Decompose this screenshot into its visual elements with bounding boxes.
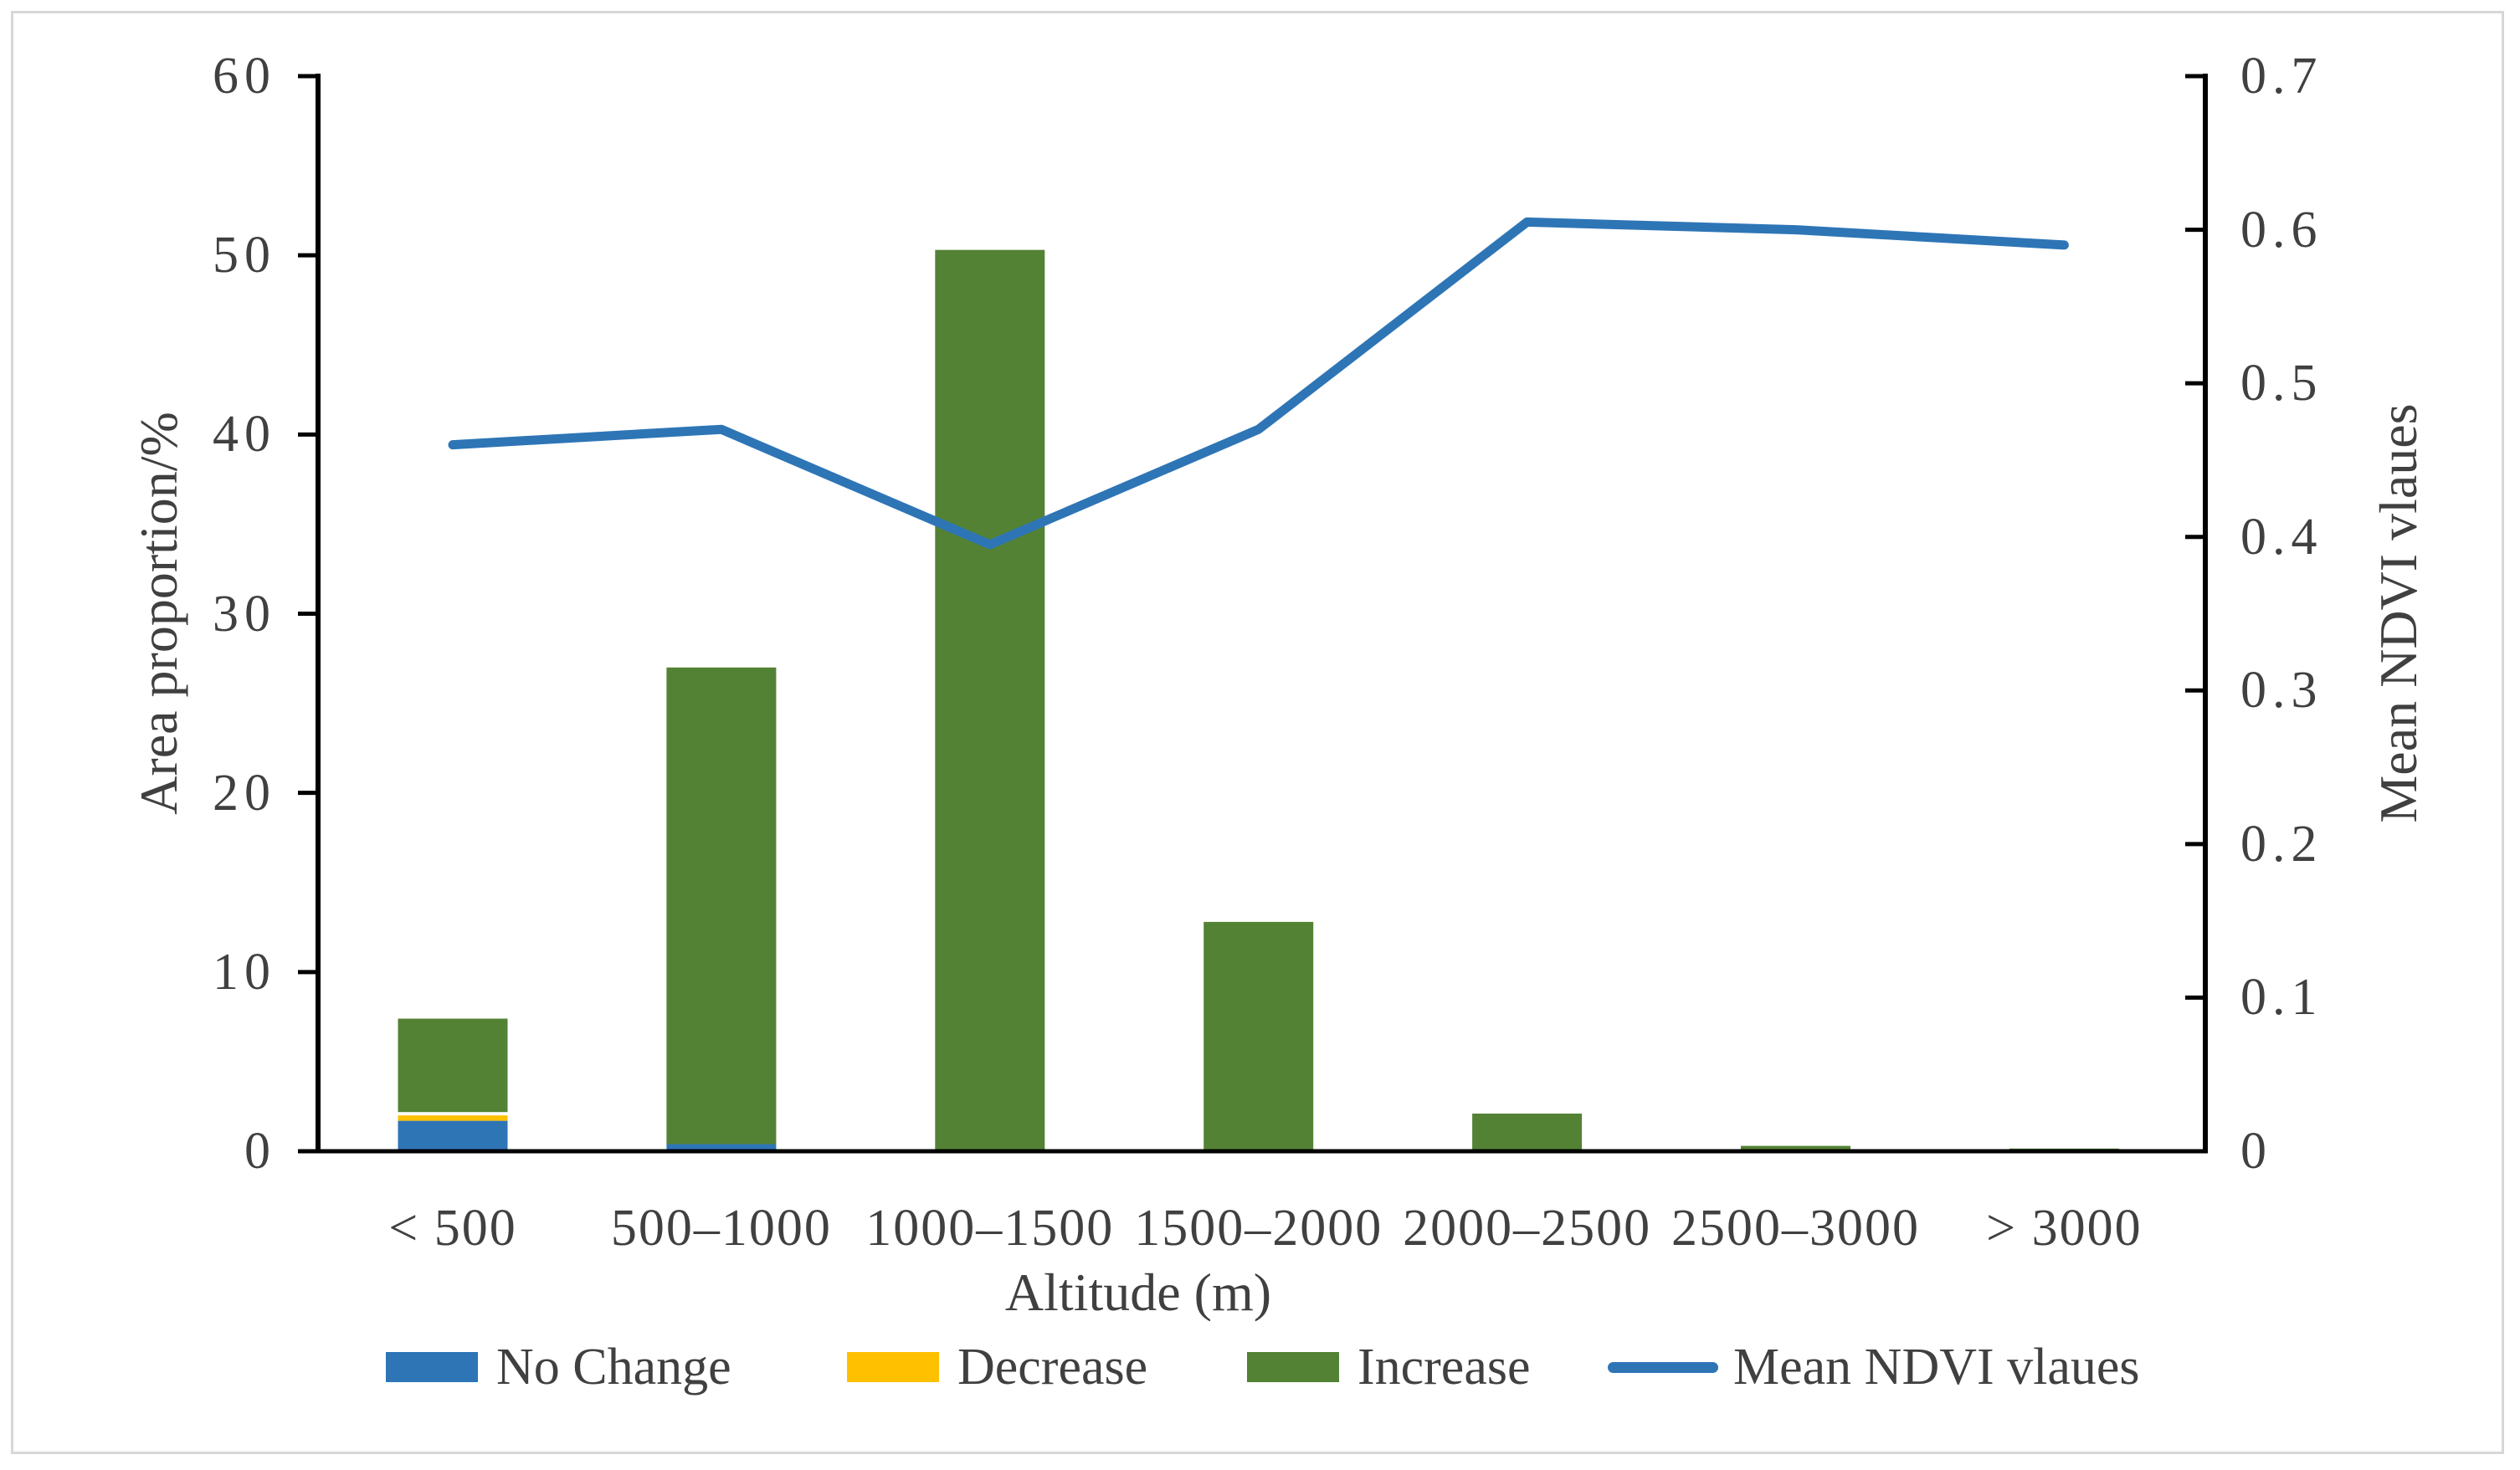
legend-color-swatch [1247, 1352, 1339, 1382]
bar-segment-increase [1204, 921, 1314, 1151]
legend-label: Decrease [957, 1339, 1148, 1396]
legend-item-decrease: Decrease [847, 1337, 1147, 1397]
bar-segment-increase [1741, 1145, 1850, 1151]
x-category-label: 1500–2000 [1134, 1200, 1383, 1257]
left-axis-tick-label: 20 [213, 764, 276, 822]
left-axis-tick-label: 10 [213, 943, 276, 1001]
bar-segment-increase [398, 1018, 508, 1113]
legend-item-increase: Increase [1247, 1337, 1531, 1397]
legend-label: No Change [496, 1339, 731, 1396]
bar-segment-decrease [398, 1115, 508, 1121]
legend-item-mean-ndvi-vlaues: Mean NDVI vlaues [1608, 1337, 2140, 1397]
bar-segment-no-change [398, 1120, 508, 1151]
x-category-label: 500–1000 [610, 1200, 832, 1257]
left-axis-tick-label: 0 [244, 1123, 276, 1180]
right-axis-title: Mean NDVI vlaues [2369, 403, 2428, 823]
right-axis-tick-label: 0.7 [2240, 48, 2323, 105]
ndvi-line [448, 217, 2069, 550]
bar-segment-no-change [666, 1144, 777, 1151]
right-axis-tick-label: 0.5 [2240, 355, 2323, 412]
left-axis-tick-label: 40 [213, 406, 276, 464]
x-category-label: 1000–1500 [865, 1200, 1115, 1257]
legend-line-sample [1608, 1361, 1718, 1373]
legend-color-swatch [386, 1352, 478, 1382]
x-category-label: > 3000 [1986, 1200, 2143, 1257]
bar-segment-increase [935, 249, 1045, 1152]
right-axis-tick-label: 0.2 [2240, 815, 2323, 873]
x-category-label: 2000–2500 [1403, 1200, 1652, 1257]
right-axis-tick-label: 0.3 [2240, 662, 2323, 720]
legend-color-swatch [847, 1352, 939, 1382]
legend-item-no-change: No Change [386, 1337, 731, 1397]
right-axis-tick-label: 0.4 [2240, 508, 2323, 566]
left-axis-tick-label: 50 [213, 227, 276, 284]
bar-segment-increase [666, 667, 777, 1145]
figure-frame [11, 11, 2504, 1454]
right-axis-tick-label: 0 [2240, 1123, 2272, 1180]
left-axis-tick-label: 60 [213, 48, 276, 105]
legend-label: Increase [1358, 1339, 1531, 1396]
x-category-label: 2500–3000 [1671, 1200, 1920, 1257]
left-axis-tick-label: 30 [213, 585, 276, 643]
right-axis-tick-label: 0.1 [2240, 969, 2323, 1027]
x-category-label: < 500 [388, 1200, 517, 1257]
bar-segment-increase [1472, 1114, 1583, 1151]
right-axis-tick-label: 0.6 [2240, 201, 2323, 259]
legend-label: Mean NDVI vlaues [1733, 1339, 2140, 1396]
x-axis-title: Altitude (m) [1004, 1263, 1272, 1322]
